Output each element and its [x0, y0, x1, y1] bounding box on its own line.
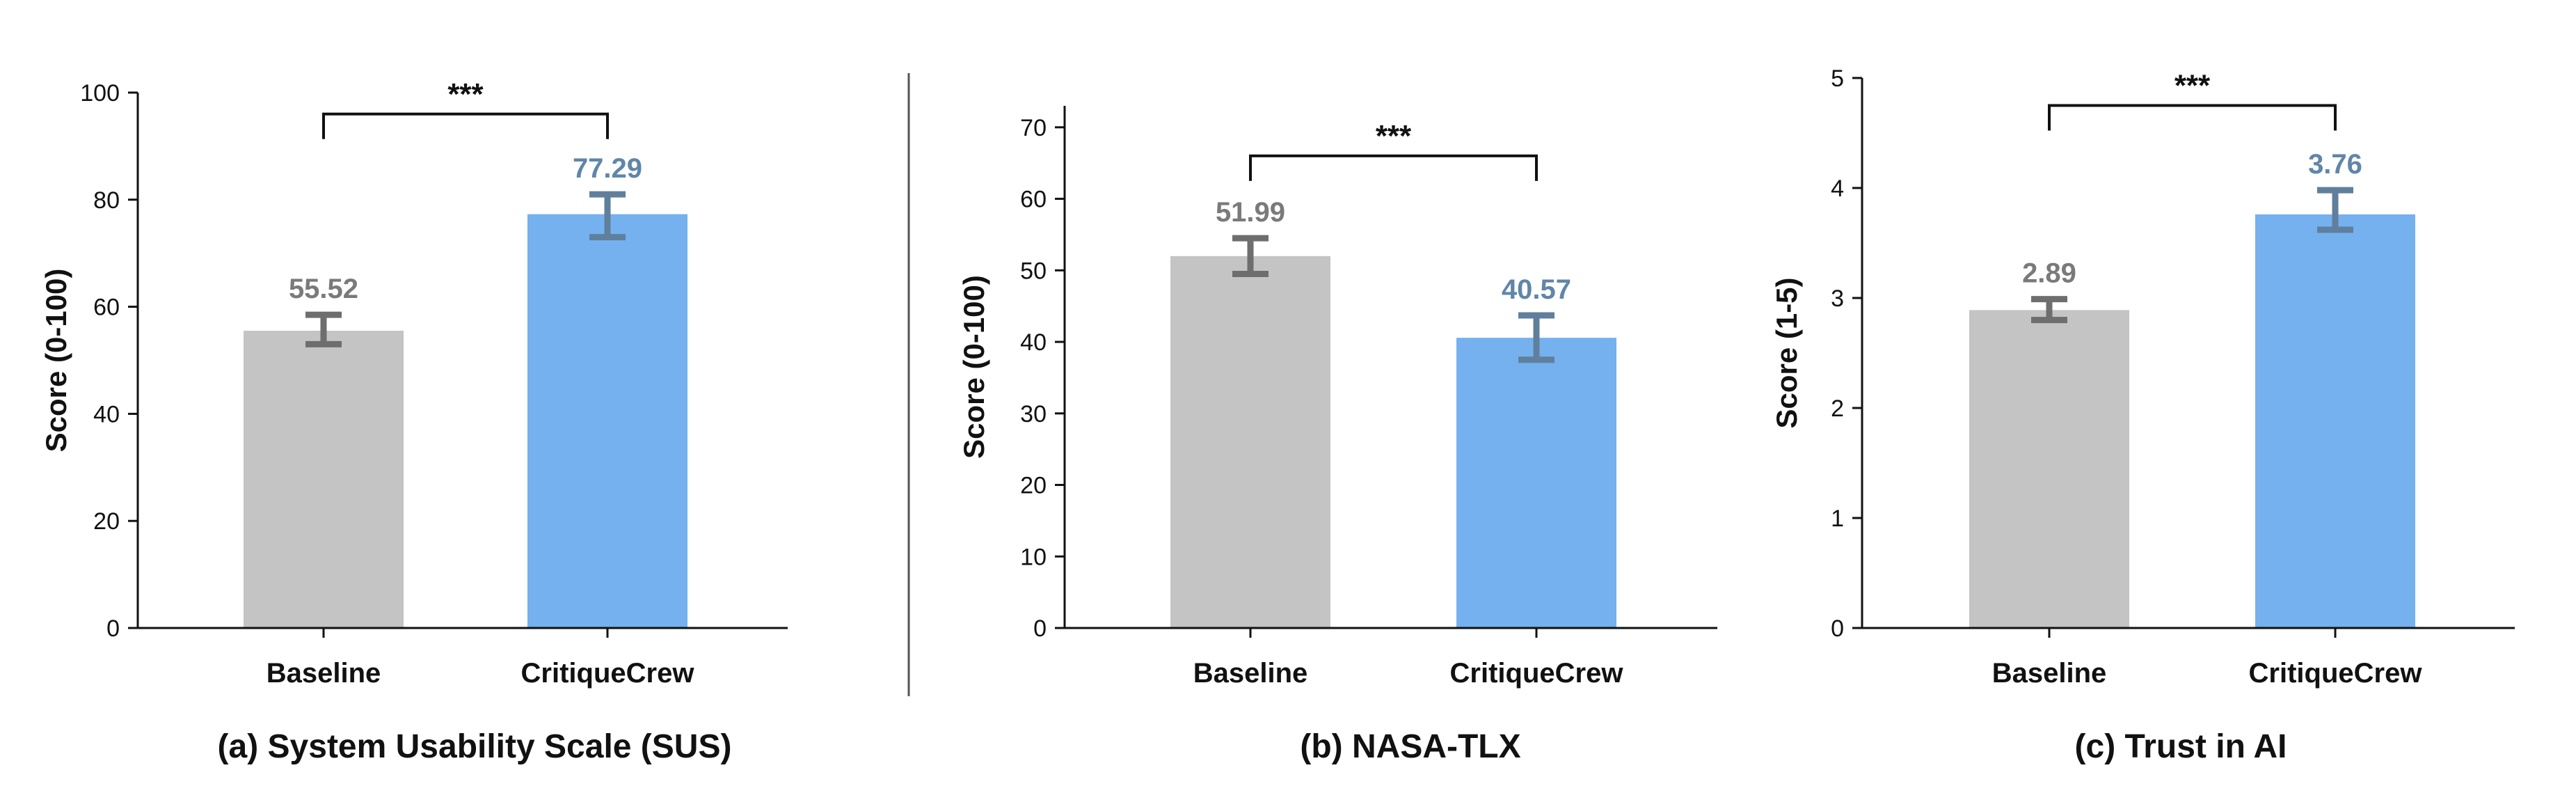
- y-axis-label: Score (0-100): [957, 275, 990, 459]
- x-tick-label: CritiqueCrew: [521, 658, 695, 689]
- x-tick-label: CritiqueCrew: [1450, 658, 1624, 689]
- y-tick-label: 40: [1020, 329, 1047, 356]
- bar-critiquecrew: [1456, 338, 1616, 628]
- y-tick-label: 5: [1831, 65, 1844, 92]
- y-tick-label: 0: [1831, 615, 1844, 642]
- significance-label: ***: [447, 77, 484, 111]
- y-tick-label: 4: [1831, 175, 1844, 202]
- y-tick-label: 100: [80, 80, 120, 107]
- significance-bracket: [322, 112, 609, 139]
- y-tick-label: 20: [1020, 473, 1047, 499]
- y-tick-label: 20: [93, 508, 120, 535]
- y-tick-label: 50: [1020, 258, 1047, 284]
- bar-critiquecrew: [2255, 214, 2415, 628]
- y-tick-label: 1: [1831, 505, 1844, 532]
- value-label: 55.52: [289, 274, 358, 304]
- y-axis-label: Score (0-100): [40, 269, 72, 453]
- bar-critiquecrew: [527, 214, 687, 628]
- y-axis-label: Score (1-5): [1770, 277, 1803, 428]
- panel-caption: (c) Trust in AI: [2075, 728, 2287, 765]
- value-label: 51.99: [1216, 197, 1285, 228]
- y-tick-label: 10: [1020, 544, 1047, 570]
- significance-label: ***: [2175, 69, 2211, 103]
- y-tick-label: 60: [93, 295, 120, 321]
- y-tick-label: 3: [1831, 285, 1844, 312]
- x-tick-label: Baseline: [1193, 658, 1308, 689]
- y-tick-label: 80: [93, 187, 120, 214]
- significance-bracket: [2048, 104, 2337, 131]
- x-tick-label: Baseline: [1992, 658, 2107, 689]
- value-label: 3.76: [2308, 149, 2362, 180]
- y-tick-label: 2: [1831, 395, 1844, 422]
- bar-baseline: [1969, 310, 2129, 628]
- y-tick-label: 0: [106, 615, 120, 642]
- panel-caption: (b) NASA-TLX: [1300, 728, 1520, 765]
- x-tick-label: Baseline: [267, 658, 381, 689]
- panel-caption: (a) System Usability Scale (SUS): [218, 728, 732, 765]
- significance-bracket: [1249, 154, 1538, 181]
- y-tick-label: 70: [1020, 115, 1047, 141]
- bar-baseline: [1170, 256, 1330, 628]
- bar-baseline: [244, 331, 404, 628]
- y-tick-label: 0: [1033, 615, 1047, 642]
- y-tick-label: 40: [93, 401, 120, 427]
- x-tick-label: CritiqueCrew: [2249, 658, 2423, 689]
- significance-label: ***: [1376, 119, 1412, 153]
- value-label: 40.57: [1502, 274, 1571, 305]
- y-tick-label: 60: [1020, 187, 1047, 213]
- y-tick-label: 30: [1020, 401, 1047, 427]
- value-label: 2.89: [2022, 258, 2076, 289]
- value-label: 77.29: [573, 153, 642, 184]
